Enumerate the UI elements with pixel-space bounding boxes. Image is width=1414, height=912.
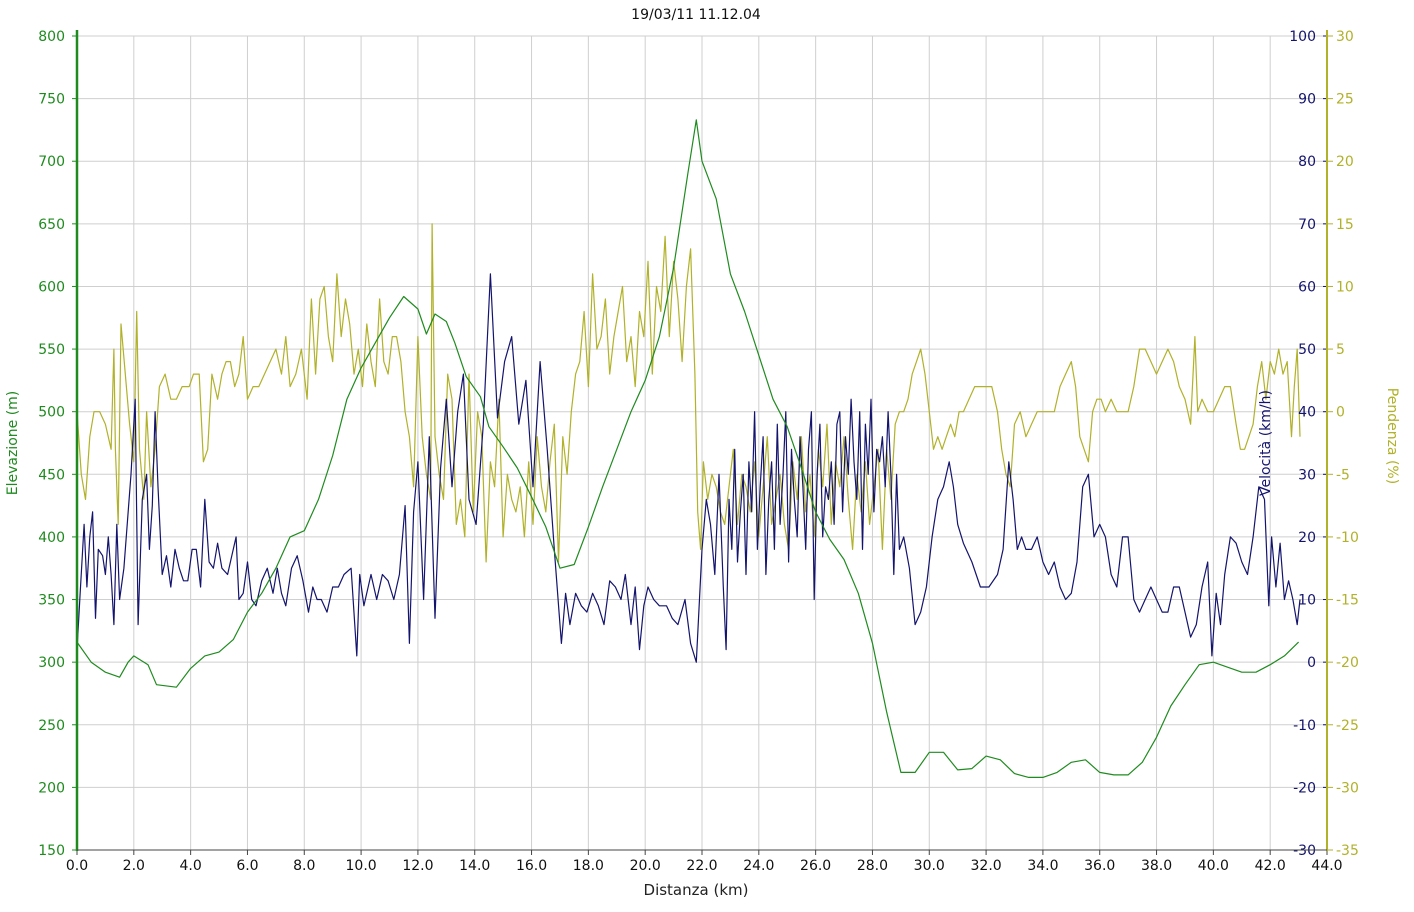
axes: 1502002503003504004505005506006507007508… xyxy=(38,29,1359,874)
grade-tick-label: -5 xyxy=(1336,467,1350,483)
x-tick-label: 10.0 xyxy=(346,858,377,874)
elevation-tick-label: 800 xyxy=(38,29,65,45)
x-tick-label: 28.0 xyxy=(857,858,888,874)
grade-tick-label: -25 xyxy=(1336,718,1359,734)
speed-axis-label: Velocità (km/h) xyxy=(1258,390,1274,496)
x-tick-label: 18.0 xyxy=(573,858,604,874)
speed-tick-label: 80 xyxy=(1298,154,1316,170)
grade-axis-label: Pendenza (%) xyxy=(1384,388,1400,484)
grade-tick-label: -15 xyxy=(1336,593,1359,609)
x-tick-label: 44.0 xyxy=(1311,858,1342,874)
x-tick-label: 42.0 xyxy=(1255,858,1286,874)
grade-tick-label: 10 xyxy=(1336,279,1354,295)
speed-tick-label: 90 xyxy=(1298,92,1316,108)
x-tick-label: 16.0 xyxy=(516,858,547,874)
x-tick-label: 34.0 xyxy=(1027,858,1058,874)
x-tick-label: 36.0 xyxy=(1084,858,1115,874)
elevation-tick-label: 700 xyxy=(38,154,65,170)
speed-tick-label: 40 xyxy=(1298,405,1316,421)
x-tick-label: 32.0 xyxy=(971,858,1002,874)
elevation-tick-label: 500 xyxy=(38,405,65,421)
elevation-tick-label: 650 xyxy=(38,217,65,233)
x-tick-label: 30.0 xyxy=(914,858,945,874)
x-tick-label: 0.0 xyxy=(66,858,88,874)
speed-tick-label: 0 xyxy=(1307,655,1316,671)
speed-tick-label: 30 xyxy=(1298,467,1316,483)
elevation-tick-label: 450 xyxy=(38,467,65,483)
elevation-tick-label: 250 xyxy=(38,718,65,734)
x-tick-label: 2.0 xyxy=(123,858,145,874)
elevation-tick-label: 600 xyxy=(38,279,65,295)
elevation-series-line xyxy=(76,119,1300,778)
speed-tick-label: -30 xyxy=(1293,843,1316,859)
speed-tick-label: 60 xyxy=(1298,279,1316,295)
grade-tick-label: 20 xyxy=(1336,154,1354,170)
grade-tick-label: -35 xyxy=(1336,843,1359,859)
x-tick-label: 22.0 xyxy=(686,858,717,874)
elevation-tick-label: 300 xyxy=(38,655,65,671)
elevation-tick-label: 550 xyxy=(38,342,65,358)
grade-tick-label: 25 xyxy=(1336,92,1354,108)
grade-tick-label: -20 xyxy=(1336,655,1359,671)
elevation-tick-label: 150 xyxy=(38,843,65,859)
x-tick-label: 6.0 xyxy=(236,858,258,874)
speed-tick-label: 50 xyxy=(1298,342,1316,358)
speed-tick-label: 70 xyxy=(1298,217,1316,233)
x-tick-label: 26.0 xyxy=(800,858,831,874)
speed-tick-label: 20 xyxy=(1298,530,1316,546)
x-tick-label: 12.0 xyxy=(402,858,433,874)
x-tick-label: 24.0 xyxy=(743,858,774,874)
grade-tick-label: 5 xyxy=(1336,342,1345,358)
x-tick-label: 20.0 xyxy=(630,858,661,874)
grade-tick-label: -30 xyxy=(1336,780,1359,796)
x-axis-label: Distanza (km) xyxy=(644,881,749,899)
grade-tick-label: 0 xyxy=(1336,405,1345,421)
x-tick-label: 8.0 xyxy=(293,858,315,874)
x-tick-label: 4.0 xyxy=(180,858,202,874)
speed-tick-label: 10 xyxy=(1298,593,1316,609)
x-tick-label: 14.0 xyxy=(459,858,490,874)
elevation-tick-label: 200 xyxy=(38,780,65,796)
x-tick-label: 38.0 xyxy=(1141,858,1172,874)
grade-tick-label: 30 xyxy=(1336,29,1354,45)
grade-tick-label: -10 xyxy=(1336,530,1359,546)
chart-title: 19/03/11 11.12.04 xyxy=(631,7,761,23)
grid xyxy=(76,35,1328,851)
grade-tick-label: 15 xyxy=(1336,217,1354,233)
elevation-axis-label: Elevazione (m) xyxy=(5,391,21,496)
elevation-tick-label: 750 xyxy=(38,92,65,108)
elevation-tick-label: 400 xyxy=(38,530,65,546)
speed-tick-label: 100 xyxy=(1289,29,1316,45)
series-layer xyxy=(76,119,1301,778)
elevation-tick-label: 350 xyxy=(38,593,65,609)
speed-series-line xyxy=(76,273,1301,663)
speed-tick-label: -10 xyxy=(1293,718,1316,734)
speed-tick-label: -20 xyxy=(1293,780,1316,796)
grade-series-line xyxy=(76,223,1301,563)
x-tick-label: 40.0 xyxy=(1198,858,1229,874)
